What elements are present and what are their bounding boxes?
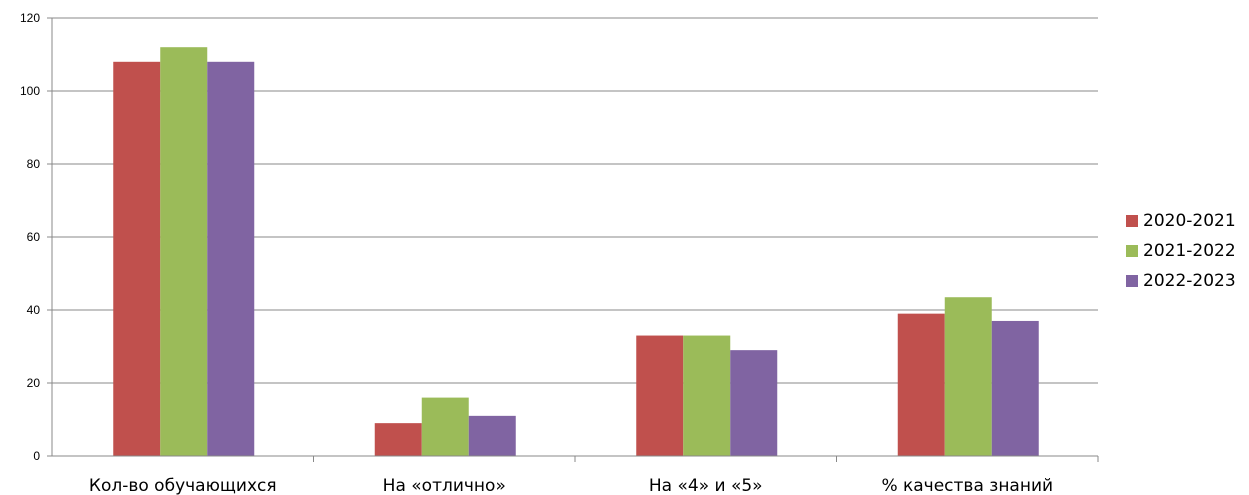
y-tick-label: 60 (27, 230, 41, 244)
legend-item-2022-2023: 2022-2023 (1126, 266, 1236, 296)
bar-2021-2022-4 (944, 297, 992, 456)
legend-item-2021-2022: 2021-2022 (1126, 236, 1236, 266)
legend-label: 2021-2022 (1143, 241, 1236, 261)
bar-2021-2022-3 (683, 335, 731, 456)
y-tick-label: 40 (27, 303, 41, 317)
bar-2021-2022-2 (421, 397, 469, 456)
x-category-label: Кол-во обучающихся (89, 476, 277, 495)
y-tick-label: 80 (27, 157, 41, 171)
legend: 2020-2021 2021-2022 2022-2023 (1126, 206, 1236, 296)
bar-2020-2021-4 (897, 313, 945, 456)
y-tick-label: 0 (33, 449, 40, 463)
bar-2020-2021-3 (636, 335, 684, 456)
x-category-label: На «отлично» (383, 476, 506, 495)
bar-2022-2023-2 (468, 415, 516, 456)
y-tick-label: 20 (27, 376, 41, 390)
y-tick-label: 100 (20, 84, 40, 98)
x-category-label: На «4» и «5» (649, 476, 763, 495)
bar-2022-2023-1 (207, 61, 255, 457)
bar-2020-2021-1 (113, 61, 161, 457)
legend-label: 2020-2021 (1143, 211, 1236, 231)
x-category-labels: Кол-во обучающихся На «отлично» На «4» и «… (89, 476, 1053, 495)
bar-2021-2022-1 (160, 47, 208, 456)
legend-item-2020-2021: 2020-2021 (1126, 206, 1236, 236)
legend-swatch (1126, 215, 1138, 227)
y-tick-label: 120 (20, 11, 40, 25)
y-tick-labels: 0 20 40 60 80 100 120 (20, 11, 40, 463)
bar-2022-2023-3 (730, 350, 778, 456)
legend-swatch (1126, 275, 1138, 287)
x-category-label: % качества знаний (881, 476, 1053, 495)
legend-swatch (1126, 245, 1138, 257)
legend-label: 2022-2023 (1143, 271, 1236, 291)
bars (113, 47, 1039, 457)
bar-2020-2021-2 (374, 423, 422, 456)
bar-2022-2023-4 (991, 320, 1039, 456)
axes (47, 17, 1099, 462)
